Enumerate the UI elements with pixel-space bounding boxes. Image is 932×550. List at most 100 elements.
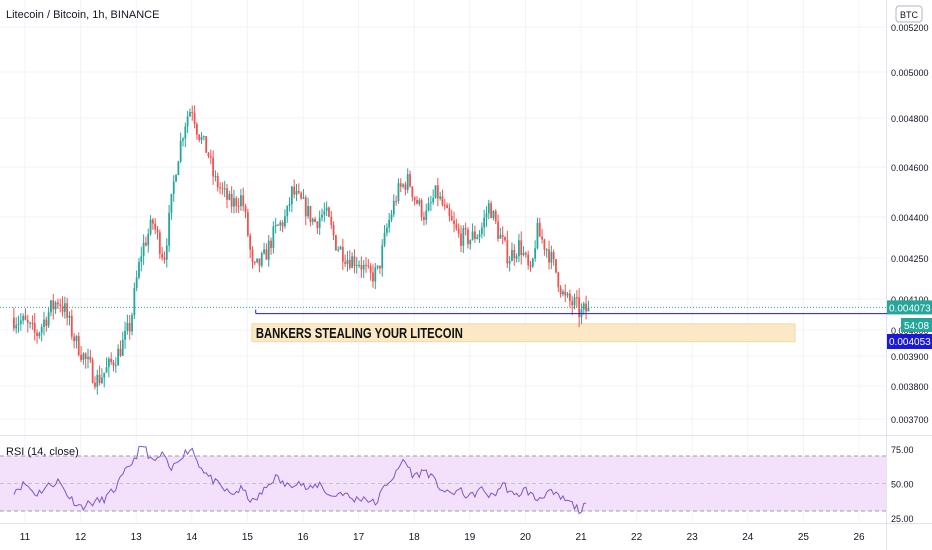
time-tick-label: 11 [20, 532, 31, 543]
candle-body [101, 377, 103, 384]
candle-body [404, 184, 407, 190]
time-axis[interactable]: 11 12 13 14 15 16 17 18 19 20 21 22 23 24 25 26 [20, 532, 865, 543]
candle-body [246, 212, 249, 236]
countdown-tag [901, 318, 932, 332]
candle-body [362, 264, 365, 270]
candle-body [22, 315, 25, 321]
candle-body [455, 224, 458, 229]
candle-body [490, 203, 493, 218]
candle-body [59, 304, 62, 306]
candle-body [446, 205, 448, 209]
candles [12, 105, 590, 395]
candle-body [163, 257, 166, 260]
candle-body [506, 240, 509, 264]
candle-body [52, 300, 55, 310]
candle-body [89, 356, 92, 361]
candle-body [12, 317, 15, 329]
candle-body [573, 297, 576, 306]
candle-body [457, 228, 460, 234]
time-tick-label: 23 [687, 532, 699, 543]
candle-body [24, 315, 27, 320]
candle-body [94, 382, 96, 387]
candle-body [497, 221, 499, 239]
countdown-value: 54:08 [904, 321, 929, 332]
candle-body [478, 234, 481, 237]
annotation-box[interactable] [251, 323, 796, 343]
candle-body [499, 235, 502, 239]
candle-body [425, 210, 428, 221]
candle-body [337, 249, 340, 251]
candle-body [441, 196, 444, 205]
candle-body [300, 192, 303, 199]
candle-body [87, 356, 89, 360]
candle-body [249, 235, 252, 250]
candle-body [124, 330, 126, 340]
candle-body [379, 265, 381, 269]
currency-label: BTC [900, 10, 919, 20]
candle-body [73, 336, 76, 342]
candle-body [253, 262, 256, 264]
candle-body [397, 183, 400, 201]
candle-body [179, 140, 182, 162]
time-tick-label: 12 [75, 532, 87, 543]
rsi-axis: 75.00 50.00 25.00 [891, 445, 914, 524]
candle-body [198, 134, 201, 140]
candle-body [279, 222, 282, 226]
candle-body [453, 220, 455, 225]
candle-body [156, 229, 159, 233]
candle-body [318, 217, 321, 228]
candle-body [582, 303, 585, 310]
candle-body [522, 253, 525, 255]
candle-body [545, 249, 548, 251]
candle-body [395, 200, 398, 202]
candle-body [256, 258, 259, 263]
last-price-tag [887, 300, 932, 315]
candle-body [402, 184, 404, 187]
candle-body [284, 216, 286, 227]
support-price-tag [887, 334, 932, 349]
candle-body [383, 232, 386, 246]
candle-body [237, 205, 240, 207]
candle-body [154, 223, 157, 230]
candle-body [186, 116, 189, 127]
candle-body [351, 256, 354, 268]
candle-body [529, 265, 532, 267]
candle-body [165, 245, 168, 260]
candle-body [355, 265, 358, 267]
candle-body [365, 264, 367, 266]
candle-body [464, 228, 467, 230]
rsi-series-line [13, 445, 587, 515]
candle-body [439, 196, 442, 199]
rsi-tick-label: 50.00 [891, 480, 914, 490]
candle-body [571, 301, 574, 306]
candle-body [45, 319, 48, 326]
candle-body [504, 236, 506, 241]
candle-body [80, 355, 82, 360]
candle-body [281, 222, 284, 227]
candle-body [216, 176, 219, 188]
candle-body [309, 206, 312, 222]
candle-body [63, 303, 66, 312]
candle-body [260, 253, 263, 266]
candle-body [469, 239, 472, 245]
time-tick-label: 24 [742, 532, 754, 543]
candle-body [369, 266, 372, 273]
candle-body [585, 303, 587, 312]
candle-body [193, 112, 196, 124]
candle-body [413, 197, 416, 201]
candle-body [416, 200, 418, 204]
price-tick-label: 0.004800 [891, 114, 929, 124]
candle-body [121, 339, 124, 356]
candle-body [297, 190, 300, 193]
candle-body [26, 319, 29, 323]
time-tick-label: 17 [353, 532, 365, 543]
candle-body [353, 256, 356, 266]
candle-body [348, 259, 351, 268]
candle-body [142, 242, 145, 257]
candle-body [321, 214, 323, 218]
candle-body [494, 211, 497, 222]
currency-badge[interactable] [895, 5, 923, 23]
candle-body [31, 322, 34, 324]
candle-body [270, 240, 272, 249]
